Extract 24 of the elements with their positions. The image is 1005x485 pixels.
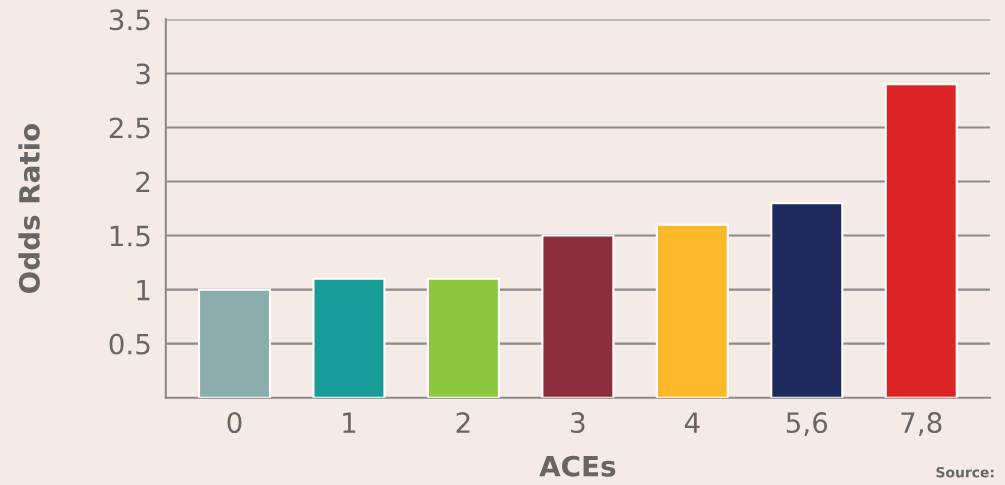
bar: [312, 277, 386, 398]
x-tick-label: 1: [343, 412, 356, 433]
y-tick-label: 3: [136, 63, 150, 85]
y-tick-label: 2.5: [109, 117, 150, 139]
x-tick-label: 4: [684, 412, 700, 433]
y-tick-label: 0.5: [109, 333, 150, 355]
source-note: Source:: [936, 466, 994, 478]
y-tick-label: 1.5: [110, 225, 150, 247]
bar: [197, 288, 272, 398]
bar: [770, 202, 844, 398]
y-tick-label: 3.5: [109, 9, 150, 31]
x-tick-label: 0: [227, 412, 242, 434]
y-tick-label: 2: [136, 171, 150, 193]
x-tick-label: 7,8: [901, 412, 942, 436]
y-tick-label: 1: [137, 279, 150, 301]
x-tick-label: 2: [456, 412, 470, 433]
bar: [884, 83, 958, 398]
x-tick-label: 3: [571, 412, 585, 434]
y-axis-title: Odds Ratio: [18, 123, 40, 293]
bar: [541, 234, 615, 398]
x-tick-label: 5,6: [786, 412, 828, 436]
bar: [655, 223, 729, 398]
bar: [426, 277, 500, 398]
x-axis-title: ACEs: [539, 455, 616, 477]
